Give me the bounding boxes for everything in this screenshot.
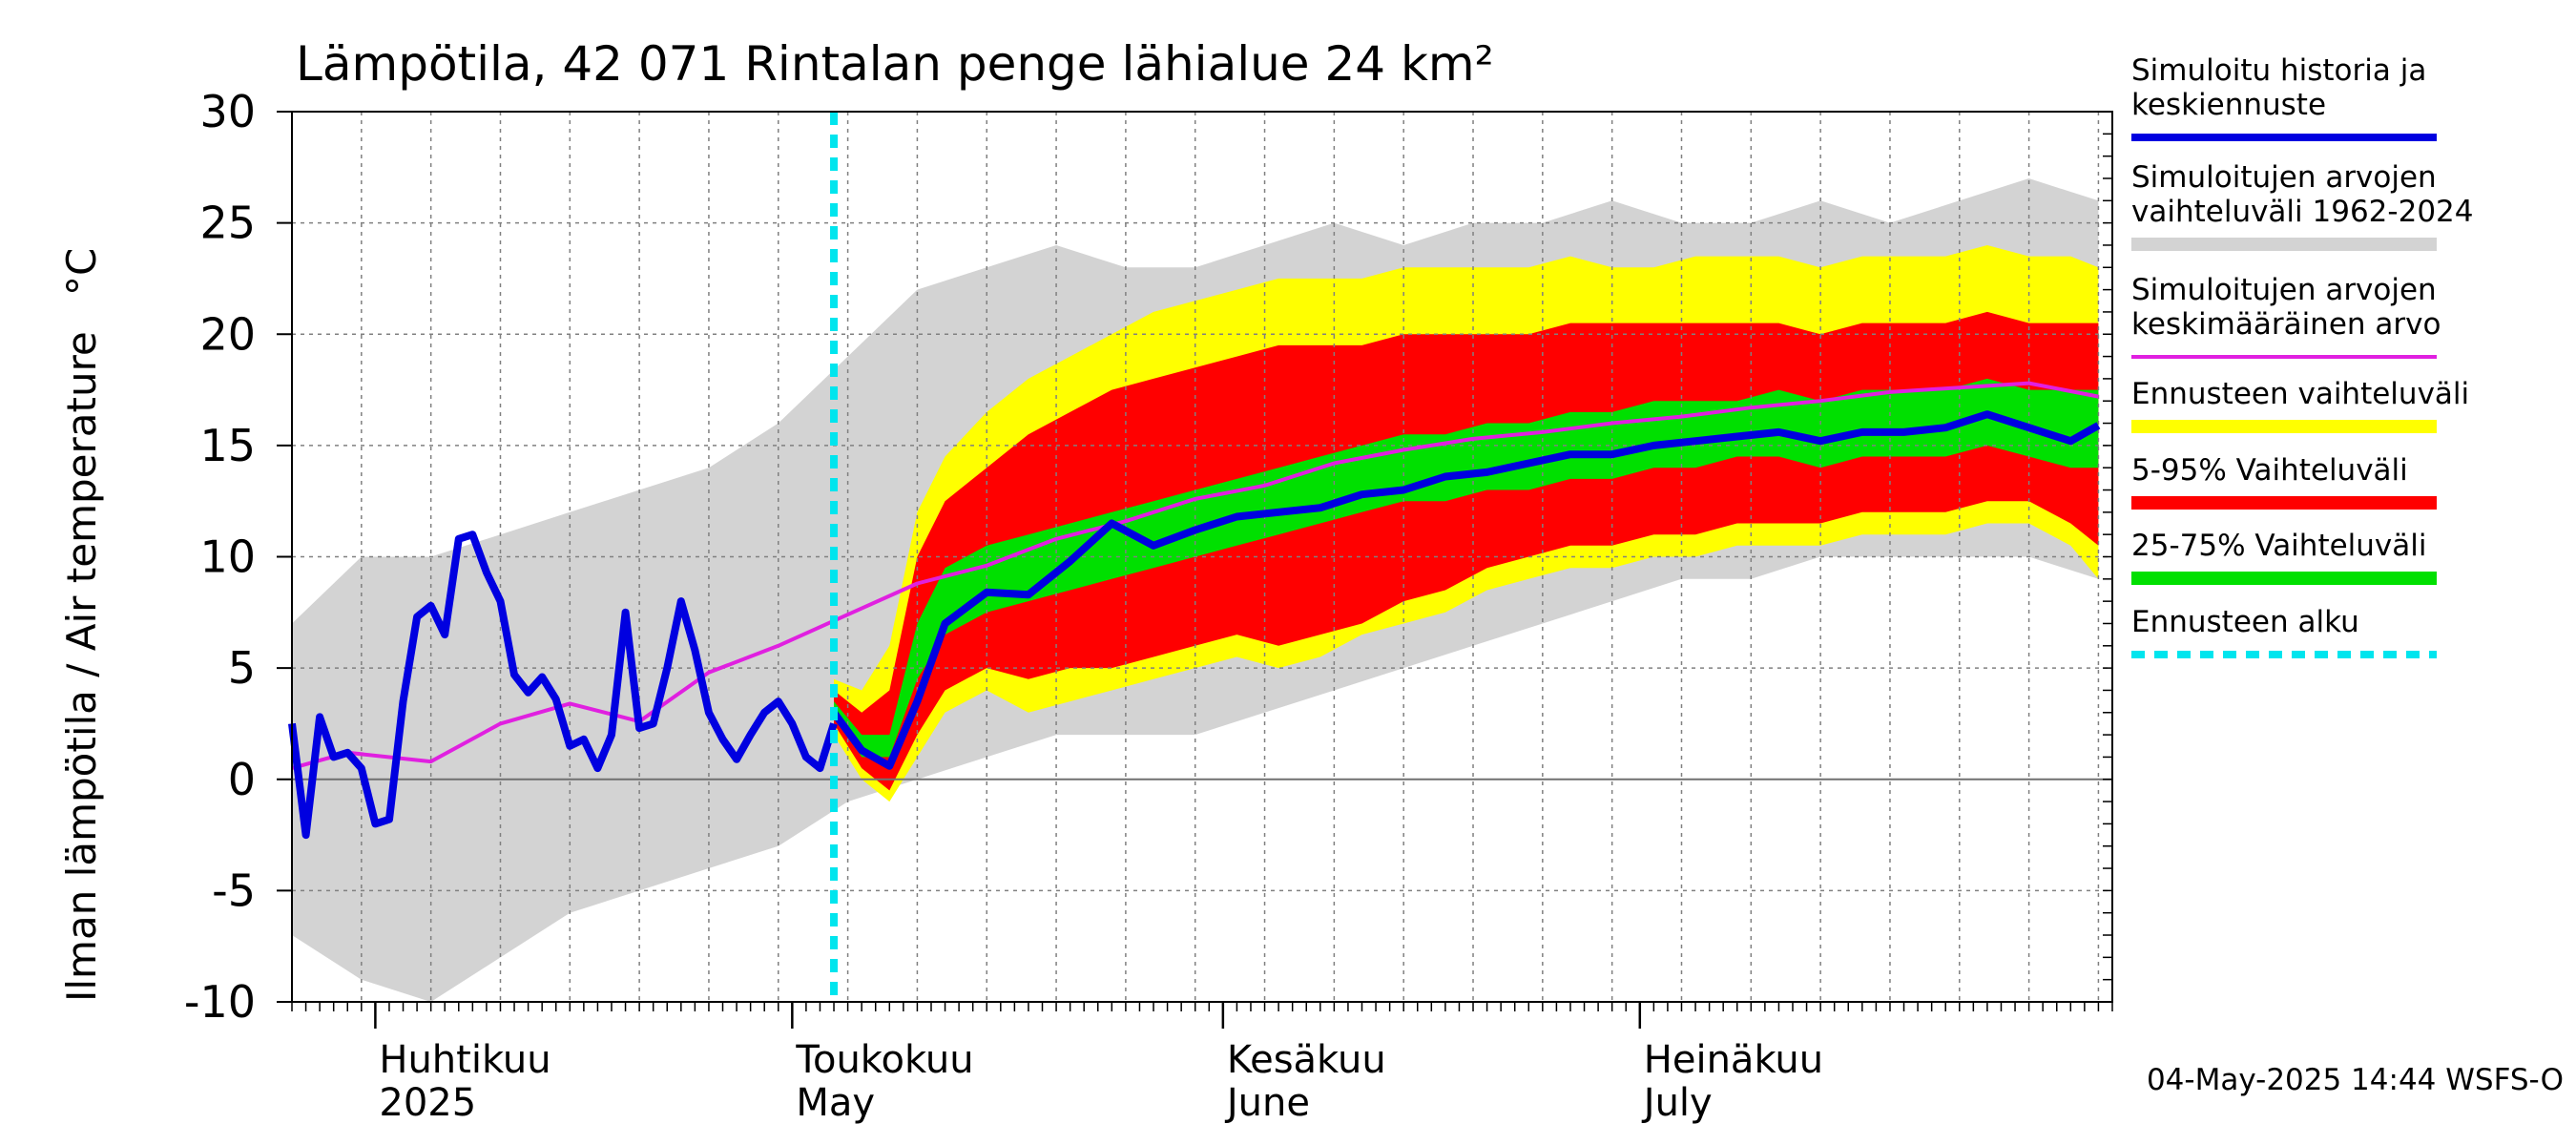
y-tick-label: -5 bbox=[212, 864, 256, 916]
month-label-en: July bbox=[1641, 1081, 1713, 1125]
y-tick-label: 10 bbox=[199, 531, 256, 583]
y-tick-labels: -10 -5 0 5 10 15 20 25 30 bbox=[184, 86, 2112, 1028]
legend-label: 25-75% Vaihteluväli bbox=[2131, 529, 2427, 563]
forecast-median-line bbox=[830, 410, 2101, 770]
chart-title: Lämpötila, 42 071 Rintalan penge lähialu… bbox=[296, 36, 1494, 92]
grid bbox=[292, 112, 2112, 1002]
month-label-en: May bbox=[796, 1081, 875, 1125]
plot-area bbox=[288, 111, 2113, 1003]
month-label-fi: Toukokuu bbox=[795, 1038, 973, 1082]
legend-label: Simuloitu historia ja bbox=[2131, 53, 2426, 88]
legend-label: Ennusteen vaihteluväli bbox=[2131, 377, 2469, 411]
footer-timestamp: 04-May-2025 14:44 WSFS-O bbox=[2147, 1063, 2564, 1097]
legend-label: keskimääräinen arvo bbox=[2131, 307, 2441, 342]
y-tick-label: 20 bbox=[199, 308, 256, 360]
legend-label: Simuloitujen arvojen bbox=[2131, 273, 2437, 307]
y-tick-label: 25 bbox=[199, 198, 256, 249]
legend-label: 5-95% Vaihteluväli bbox=[2131, 453, 2408, 488]
y-tick-label: 30 bbox=[199, 86, 256, 137]
legend-label: Simuloitujen arvojen bbox=[2131, 160, 2437, 195]
y-tick-label: 15 bbox=[199, 420, 256, 471]
month-label-fi: Kesäkuu bbox=[1227, 1038, 1386, 1082]
y-tick-label: 0 bbox=[228, 754, 256, 805]
y-axis-label-group: Ilman lämpötila / Air temperature bbox=[58, 331, 105, 1002]
month-label-en: 2025 bbox=[379, 1081, 476, 1125]
y-axis-unit: °C bbox=[58, 248, 105, 296]
legend-label: Ennusteen alku bbox=[2131, 605, 2359, 639]
month-label-fi: Heinäkuu bbox=[1644, 1038, 1823, 1082]
legend-label: vaihteluväli 1962-2024 bbox=[2131, 195, 2473, 229]
y-axis-unit-group: °C bbox=[58, 248, 105, 296]
y-tick-label: 5 bbox=[228, 642, 256, 694]
month-label-fi: Huhtikuu bbox=[379, 1038, 551, 1082]
y-axis-label: Ilman lämpötila / Air temperature bbox=[58, 331, 105, 1002]
simulated-history-line bbox=[288, 531, 838, 840]
legend-label: keskiennuste bbox=[2131, 88, 2326, 122]
historical-mean-line bbox=[291, 381, 2099, 771]
y-tick-label: -10 bbox=[184, 976, 256, 1028]
month-label-en: June bbox=[1224, 1081, 1310, 1125]
